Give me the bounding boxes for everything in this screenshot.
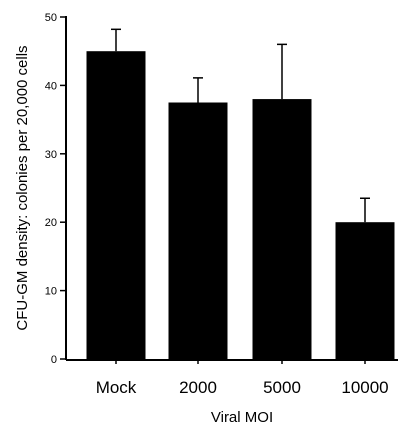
bar-5000 [252,99,312,360]
x-tick-label-10000: 10000 [341,378,388,397]
x-tick-label-Mock: Mock [96,378,137,397]
plot-area: 0 10 20 30 40 50 Mock 2000 5000 10000 [45,12,395,397]
y-tick-label: 10 [45,286,57,298]
y-tick-label: 50 [45,12,57,24]
x-tick-label-2000: 2000 [179,378,217,397]
x-tick-label-5000: 5000 [263,378,301,397]
bar-10000 [335,222,395,360]
bar-2000 [168,102,228,360]
y-tick-label: 40 [45,80,57,92]
y-tick-label: 20 [45,217,57,229]
bar-Mock [86,51,146,360]
y-axis-title: CFU-GM density: colonies per 20,000 cell… [14,45,31,330]
x-axis-title: Viral MOI [211,409,273,426]
y-tick-label: 0 [51,354,57,366]
y-tick-label: 30 [45,149,57,161]
